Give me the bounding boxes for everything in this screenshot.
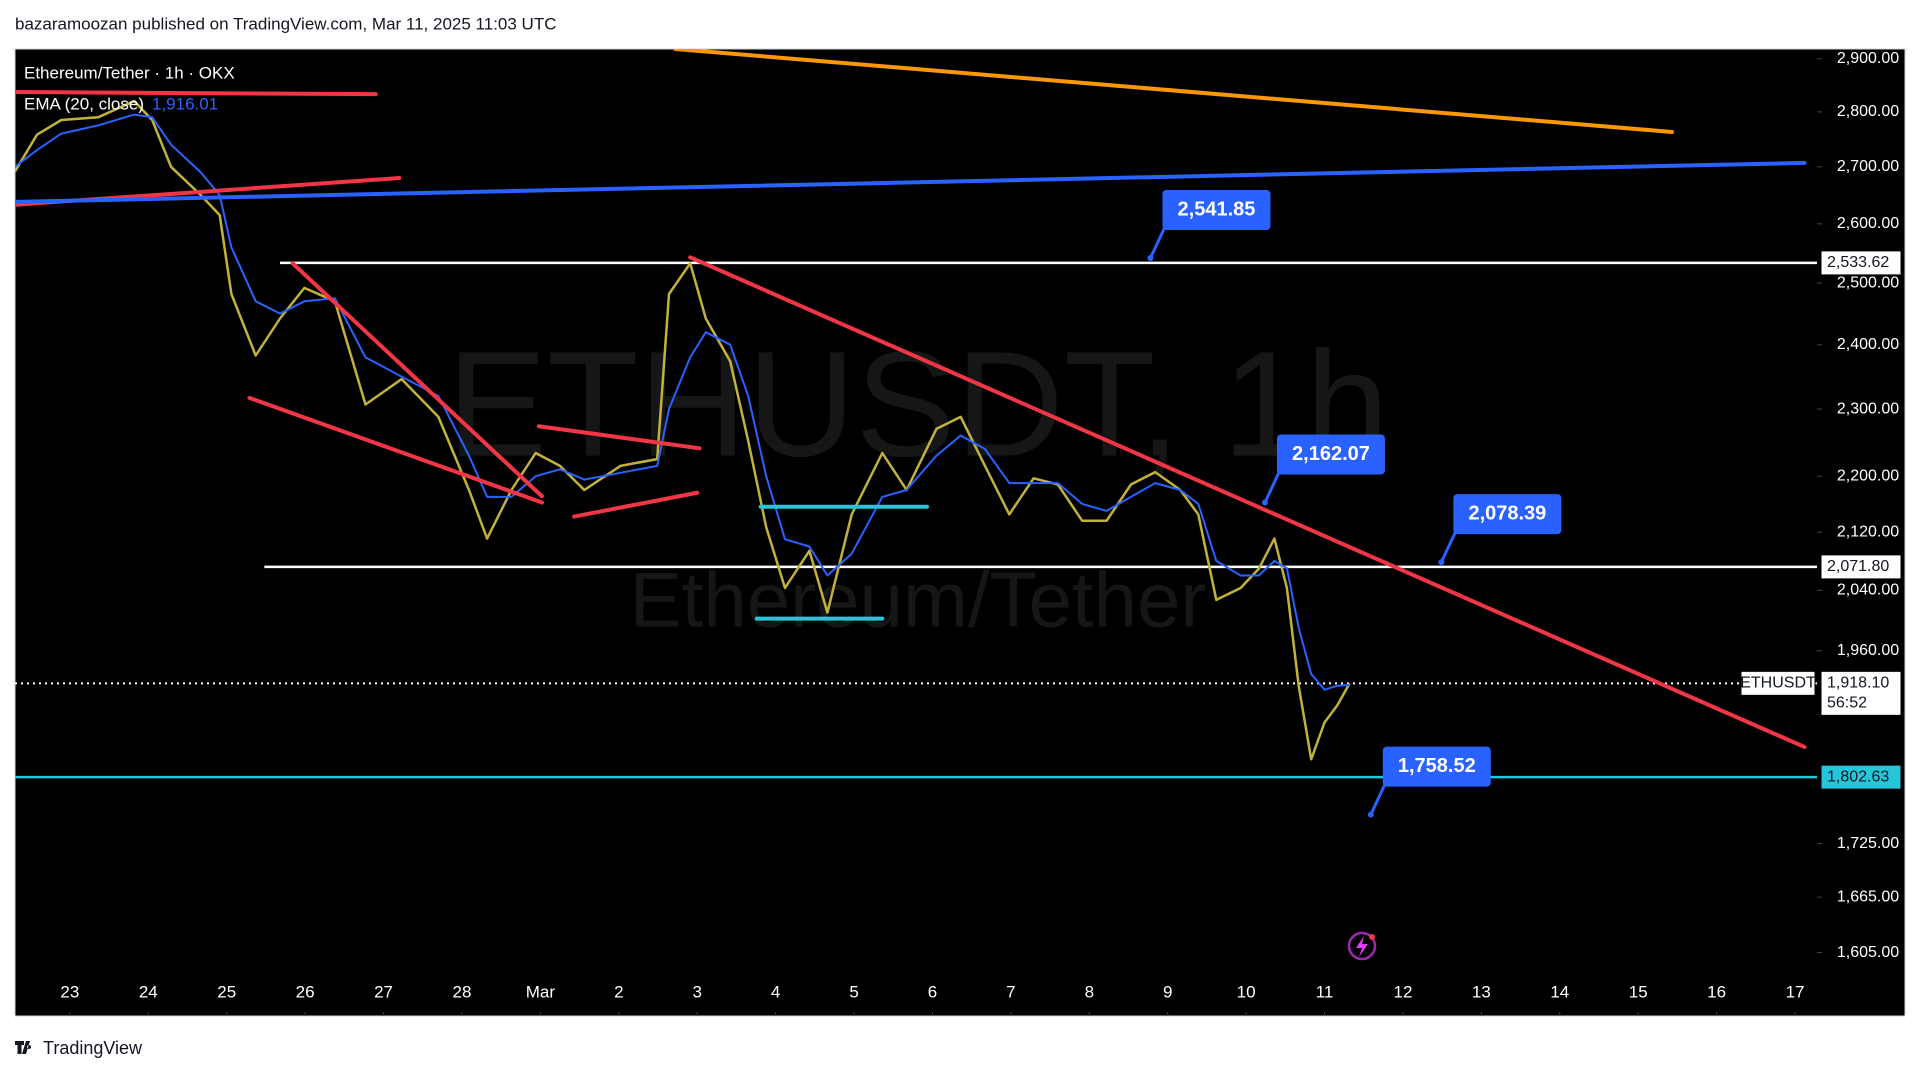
callout-label: 2,162.07 <box>1292 443 1370 465</box>
level-label: 1,918.10 <box>1827 675 1889 692</box>
x-tick-label: 24 <box>139 982 158 1001</box>
footer-logo <box>15 1041 32 1054</box>
x-tick-label: 2 <box>614 982 623 1001</box>
callout-label: 2,078.39 <box>1468 502 1546 524</box>
level-label: 1,802.63 <box>1827 768 1889 785</box>
x-tick-label: 9 <box>1163 982 1172 1001</box>
trend-line <box>15 160 1807 204</box>
trend-line <box>673 49 1674 134</box>
x-tick-label: 11 <box>1316 982 1334 1001</box>
logo-mark <box>15 1041 32 1054</box>
x-tick-label: 26 <box>296 982 315 1001</box>
x-tick-label: 16 <box>1707 982 1726 1001</box>
callout-pointer <box>1263 471 1281 504</box>
alert-ring <box>1347 931 1377 961</box>
x-tick-label: 8 <box>1085 982 1094 1001</box>
trend-line <box>536 424 702 451</box>
trend-line <box>688 255 1807 749</box>
alert-dot <box>1369 934 1375 940</box>
x-tick-label: 6 <box>928 982 937 1001</box>
plot <box>15 49 1817 779</box>
symbol-label: ETHUSDT <box>1740 675 1816 692</box>
watermark-symbol: ETHUSDT, 1h <box>447 320 1389 488</box>
x-tick-label: 27 <box>374 982 393 1001</box>
trend-line <box>15 90 378 97</box>
level-label: 2,071.80 <box>1827 558 1889 575</box>
alert-bolt <box>1356 936 1368 957</box>
y-tick-label: 2,040.00 <box>1837 581 1899 598</box>
x-tick-label: 17 <box>1786 982 1805 1001</box>
overlay: 1,605.00 1,665.00 1,725.00 1,960.00 2,040.00… <box>60 50 1902 1016</box>
chart-area <box>14 48 1906 1017</box>
trend-line <box>290 261 544 499</box>
y-tick-label: 2,900.00 <box>1837 50 1899 67</box>
callout-pointer <box>1149 227 1166 259</box>
callout-box <box>1276 434 1385 475</box>
y-tick-label: 1,665.00 <box>1837 888 1899 905</box>
callout-anchor <box>1438 559 1445 566</box>
callout-label: 1,758.52 <box>1398 755 1476 777</box>
x-tick-label: 13 <box>1472 982 1491 1001</box>
watermark-name: Ethereum/Tether <box>630 556 1207 644</box>
x-tick-label: 15 <box>1629 982 1648 1001</box>
callout-anchor <box>1367 811 1374 818</box>
callout-box <box>1162 190 1271 231</box>
x-tick-label: Mar <box>526 982 556 1001</box>
trend-line <box>572 490 700 519</box>
callout-anchor <box>1261 499 1268 506</box>
callout-box <box>1453 494 1562 535</box>
publisher-line: bazaramoozan published on TradingView.co… <box>15 14 557 33</box>
y-tick-label: 2,600.00 <box>1837 215 1899 232</box>
y-tick-label: 1,960.00 <box>1837 642 1899 659</box>
callout-pointer <box>1440 531 1457 563</box>
x-tick-label: 3 <box>692 982 701 1001</box>
callout-label: 2,541.85 <box>1178 198 1256 220</box>
x-tick-label: 4 <box>771 982 780 1001</box>
y-tick-label: 2,200.00 <box>1837 467 1899 484</box>
callout-anchor <box>1147 255 1154 262</box>
trend-line <box>247 395 544 505</box>
x-tick-label: 7 <box>1006 982 1015 1001</box>
alert-icon[interactable] <box>1347 931 1377 961</box>
x-tick-label: 23 <box>60 982 79 1001</box>
chart-title: Ethereum/Tether · 1h · OKX <box>24 63 235 82</box>
y-tick-label: 1,605.00 <box>1837 944 1899 961</box>
y-tick-label: 1,725.00 <box>1837 835 1899 852</box>
level-label-box <box>1820 764 1902 790</box>
legend-value: 1,916.01 <box>152 94 218 113</box>
x-tick-label: 14 <box>1550 982 1569 1001</box>
level-label-box <box>1820 670 1902 716</box>
level-countdown: 56:52 <box>1827 695 1867 712</box>
legend-entry: EMA (20, close) <box>24 94 144 113</box>
x-tick-label: 10 <box>1237 982 1256 1001</box>
y-tick-label: 2,700.00 <box>1837 158 1899 175</box>
callout-pointer <box>1369 783 1387 816</box>
x-tick-label: 28 <box>453 982 472 1001</box>
callout-box <box>1382 746 1491 787</box>
symbol-label-box <box>1740 670 1816 696</box>
y-tick-label: 2,300.00 <box>1837 400 1899 417</box>
y-tick-label: 2,120.00 <box>1837 523 1899 540</box>
y-tick-label: 2,800.00 <box>1837 103 1899 120</box>
ema-line <box>15 113 1350 691</box>
x-tick-label: 5 <box>849 982 858 1001</box>
price-line <box>15 99 1351 761</box>
x-tick-label: 12 <box>1394 982 1413 1001</box>
level-label-box <box>1820 554 1902 580</box>
y-tick-label: 2,400.00 <box>1837 336 1899 353</box>
footer-brand: TradingView <box>43 1038 143 1058</box>
level-label: 2,533.62 <box>1827 254 1889 271</box>
level-label-box <box>1820 250 1902 276</box>
x-tick-label: 25 <box>217 982 236 1001</box>
y-tick-label: 2,500.00 <box>1837 274 1899 291</box>
